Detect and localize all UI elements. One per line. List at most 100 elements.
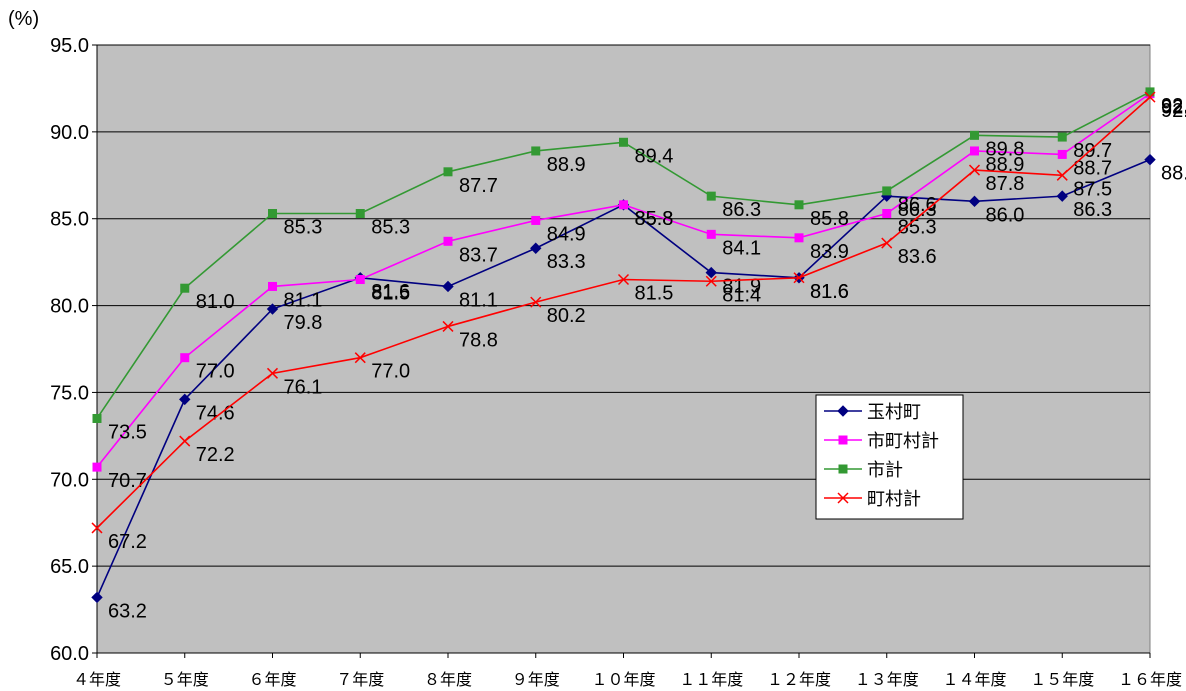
legend-marker xyxy=(838,435,848,445)
data-label: 81.5 xyxy=(635,283,674,305)
data-point-3 xyxy=(530,296,542,308)
data-label: 86.3 xyxy=(1073,199,1112,221)
data-label: 81.1 xyxy=(459,289,498,311)
data-point-3 xyxy=(1144,91,1156,103)
data-label: 74.6 xyxy=(196,402,235,424)
data-point-1 xyxy=(619,200,628,210)
x-tick-label: ５年度 xyxy=(161,671,209,689)
data-point-3 xyxy=(442,320,454,332)
x-tick-label: １４年度 xyxy=(942,671,1006,689)
legend-label: 市町村計 xyxy=(867,431,939,451)
data-point-0 xyxy=(1144,153,1156,166)
data-label: 86.0 xyxy=(986,204,1025,226)
data-point-2 xyxy=(1145,87,1155,97)
data-point-3 xyxy=(968,164,981,176)
data-point-2 xyxy=(355,209,365,219)
data-point-0 xyxy=(705,266,717,279)
data-label: 85.3 xyxy=(898,217,937,239)
data-point-3 xyxy=(705,275,717,287)
data-label: 77.0 xyxy=(196,361,235,383)
data-label: 81.6 xyxy=(810,281,849,303)
data-label: 80.2 xyxy=(547,305,586,327)
data-point-2 xyxy=(180,283,190,293)
data-point-3 xyxy=(91,522,103,534)
data-label: 88.9 xyxy=(547,154,586,176)
x-tick-label: １３年度 xyxy=(855,671,919,689)
data-point-3 xyxy=(793,272,805,284)
data-label: 84.1 xyxy=(722,237,761,259)
data-point-3 xyxy=(617,273,630,286)
y-axis-unit-label: (%) xyxy=(8,8,40,30)
data-point-3 xyxy=(1056,169,1068,181)
x-tick-label: ９年度 xyxy=(512,671,560,689)
data-label: 81.4 xyxy=(722,284,761,306)
x-tick-label: １１年度 xyxy=(679,671,743,689)
data-point-1 xyxy=(1057,149,1067,159)
data-point-3 xyxy=(881,237,893,249)
data-label: 87.5 xyxy=(1073,178,1112,200)
data-point-2 xyxy=(882,186,892,196)
data-label: 67.2 xyxy=(108,531,147,553)
data-label: 88.9 xyxy=(986,154,1025,176)
data-point-1 xyxy=(268,281,277,291)
y-tick-label: 80.0 xyxy=(50,296,89,318)
data-label: 88.4 xyxy=(1161,163,1186,185)
x-tick-label: １６年度 xyxy=(1118,671,1182,689)
data-label: 83.7 xyxy=(459,244,498,266)
y-tick-label: 70.0 xyxy=(50,469,89,491)
data-point-3 xyxy=(354,352,366,364)
data-label: 81.1 xyxy=(284,289,323,311)
legend-marker xyxy=(837,405,849,417)
data-point-2 xyxy=(92,413,102,423)
data-label: 89.7 xyxy=(1073,140,1112,162)
y-tick-label: 60.0 xyxy=(50,643,89,665)
data-point-1 xyxy=(882,209,892,219)
data-point-2 xyxy=(970,130,979,140)
data-label: 85.8 xyxy=(635,208,674,230)
data-point-2 xyxy=(706,191,716,201)
x-tick-label: １５年度 xyxy=(1030,671,1094,689)
data-label: 83.3 xyxy=(547,251,586,273)
data-point-2 xyxy=(531,146,541,156)
data-point-2 xyxy=(268,209,277,219)
legend-marker xyxy=(837,492,849,504)
data-label: 87.8 xyxy=(986,173,1025,195)
data-point-0 xyxy=(442,280,454,293)
data-point-2 xyxy=(794,200,804,210)
x-tick-label: ８年度 xyxy=(424,671,472,689)
data-point-1 xyxy=(355,275,365,285)
data-point-0 xyxy=(968,195,981,208)
legend-label: 市計 xyxy=(867,460,903,480)
data-label: 92.2 xyxy=(1161,97,1186,119)
data-point-1 xyxy=(92,462,102,472)
data-label: 73.5 xyxy=(108,421,147,443)
data-point-0 xyxy=(179,393,191,406)
data-point-2 xyxy=(443,167,453,177)
y-tick-label: 85.0 xyxy=(50,209,89,231)
legend-marker xyxy=(838,464,848,474)
data-label: 83.9 xyxy=(810,241,849,263)
data-label: 84.9 xyxy=(547,223,586,245)
data-label: 88.7 xyxy=(1073,157,1112,179)
data-label: 78.8 xyxy=(459,329,498,351)
y-tick-label: 95.0 xyxy=(50,35,89,57)
data-point-1 xyxy=(443,236,453,246)
data-label: 86.6 xyxy=(898,194,937,216)
data-label: 72.2 xyxy=(196,444,235,466)
data-label: 85.3 xyxy=(284,217,323,239)
plot-area xyxy=(96,44,1151,654)
data-label: 85.8 xyxy=(810,208,849,230)
data-label: 86.3 xyxy=(898,199,937,221)
y-tick-label: 75.0 xyxy=(50,382,89,404)
data-point-1 xyxy=(180,353,190,363)
y-tick-label: 65.0 xyxy=(50,556,89,578)
data-point-3 xyxy=(266,367,279,379)
data-label: 83.6 xyxy=(898,246,937,268)
data-point-2 xyxy=(1057,132,1067,142)
data-label: 79.8 xyxy=(284,312,323,334)
legend-label: 玉村町 xyxy=(867,402,921,422)
data-label: 89.4 xyxy=(635,145,674,167)
data-label: 81.6 xyxy=(810,281,849,303)
data-label: 70.7 xyxy=(108,470,147,492)
